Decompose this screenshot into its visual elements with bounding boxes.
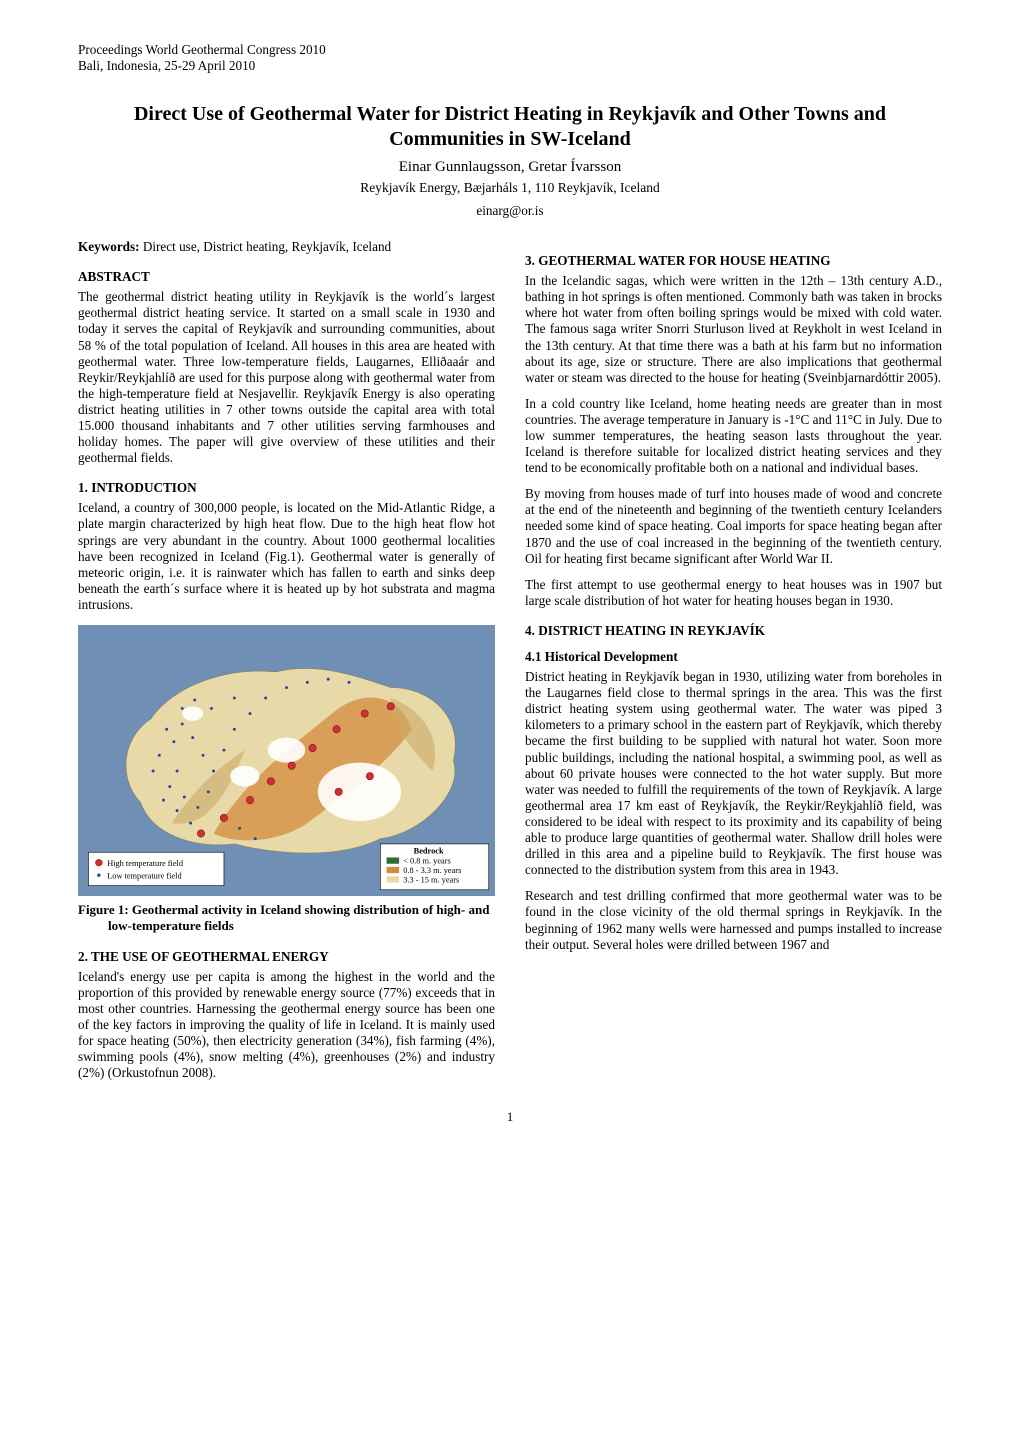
keywords-line: Keywords: Direct use, District heating, … — [78, 239, 495, 255]
legend-left-item-0: High temperature field — [107, 859, 184, 868]
section-2-body: Iceland's energy use per capita is among… — [78, 969, 495, 1082]
section-2-heading: 2. THE USE OF GEOTHERMAL ENERGY — [78, 949, 495, 965]
figure-1-map: High temperature field Low temperature f… — [78, 625, 495, 896]
section-1-heading: 1. INTRODUCTION — [78, 480, 495, 496]
location-date-line: Bali, Indonesia, 25-29 April 2010 — [78, 58, 942, 74]
keywords-label: Keywords: — [78, 239, 140, 254]
section-1-body: Iceland, a country of 300,000 people, is… — [78, 500, 495, 613]
abstract-heading: ABSTRACT — [78, 269, 495, 285]
section-4-1-p2: Research and test drilling confirmed tha… — [525, 888, 942, 952]
legend-right-item-1: 0.8 - 3.3 m. years — [403, 866, 461, 875]
legend-left-item-1: Low temperature field — [107, 871, 182, 880]
email: einarg@or.is — [78, 203, 942, 219]
title-block: Direct Use of Geothermal Water for Distr… — [78, 102, 942, 219]
right-column: 3. GEOTHERMAL WATER FOR HOUSE HEATING In… — [525, 239, 942, 1091]
section-3-p4: The first attempt to use geothermal ener… — [525, 577, 942, 609]
page-header: Proceedings World Geothermal Congress 20… — [78, 42, 942, 74]
legend-right-item-2: 3.3 - 15 m. years — [403, 876, 459, 885]
authors: Einar Gunnlaugsson, Gretar Ívarsson — [78, 158, 942, 176]
figure-1: High temperature field Low temperature f… — [78, 625, 495, 935]
legend-right-title: Bedrock — [414, 846, 444, 855]
two-column-body: Keywords: Direct use, District heating, … — [78, 239, 942, 1091]
keywords-text: Direct use, District heating, Reykjavík,… — [143, 239, 391, 254]
section-3-p1: In the Icelandic sagas, which were writt… — [525, 273, 942, 386]
section-4-1-p1: District heating in Reykjavík began in 1… — [525, 669, 942, 878]
paper-title: Direct Use of Geothermal Water for Distr… — [78, 102, 942, 152]
figure-1-legend-left: High temperature field Low temperature f… — [88, 852, 224, 885]
legend-right-item-0: < 0.8 m. years — [403, 857, 450, 866]
figure-1-legend-right: Bedrock < 0.8 m. years 0.8 - 3.3 m. year… — [380, 844, 488, 890]
proceedings-line: Proceedings World Geothermal Congress 20… — [78, 42, 942, 58]
left-column: Keywords: Direct use, District heating, … — [78, 239, 495, 1091]
abstract-body: The geothermal district heating utility … — [78, 289, 495, 466]
section-3-p2: In a cold country like Iceland, home hea… — [525, 396, 942, 476]
page-number: 1 — [78, 1109, 942, 1125]
section-4-1-heading: 4.1 Historical Development — [525, 649, 942, 665]
figure-1-caption: Figure 1: Geothermal activity in Iceland… — [78, 902, 495, 935]
section-3-p3: By moving from houses made of turf into … — [525, 486, 942, 566]
affiliation: Reykjavík Energy, Bæjarháls 1, 110 Reykj… — [78, 180, 942, 196]
section-3-heading: 3. GEOTHERMAL WATER FOR HOUSE HEATING — [525, 253, 942, 269]
section-4-heading: 4. DISTRICT HEATING IN REYKJAVÍK — [525, 623, 942, 639]
